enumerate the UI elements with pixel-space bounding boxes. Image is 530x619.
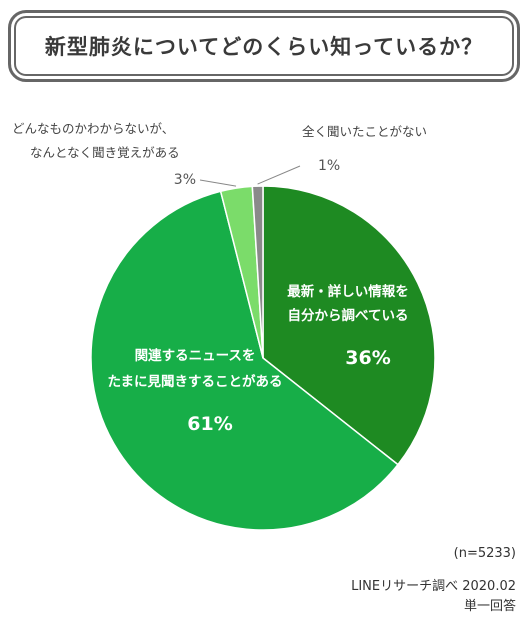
slice-4-percent: 1% (318, 158, 340, 174)
title-box: 新型肺炎についてどのくらい知っているか？ (8, 10, 520, 82)
leader-line-3 (199, 179, 237, 187)
slice-2-label-line2: たまに見聞きすることがある (107, 373, 282, 390)
slice-1-percent: 36% (345, 347, 390, 369)
slice-2-percent: 61% (187, 413, 232, 435)
sample-size: (n=5233) (453, 546, 516, 561)
leader-line-4 (257, 165, 301, 185)
slice-2-label-line1: 関連するニュースを (135, 347, 256, 364)
chart-title: 新型肺炎についてどのくらい知っているか？ (44, 35, 484, 59)
pie-slice-2 (90, 190, 400, 531)
slice-1-label-line1: 最新・詳しい情報を (287, 283, 409, 300)
answer-type: 単一回答 (463, 599, 516, 614)
label-slice-4: 全く聞いたことがない (302, 124, 428, 139)
label-slice-3-line1: どんなものかわからないが、 (12, 121, 175, 136)
source-note: LINEリサーチ調べ 2020.02 (351, 579, 516, 594)
slice-1-label-line2: 自分から調べている (288, 307, 409, 324)
pie-slice-1 (262, 185, 436, 466)
label-slice-3-line2: なんとなく聞き覚えがある (30, 145, 180, 160)
pie-slice-4 (251, 185, 264, 359)
slice-3-percent: 3% (174, 172, 196, 188)
